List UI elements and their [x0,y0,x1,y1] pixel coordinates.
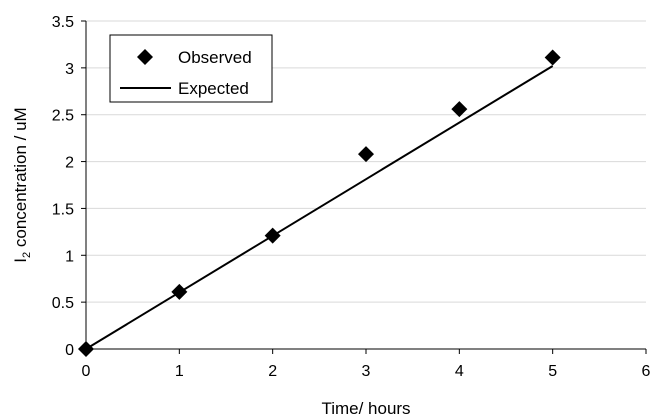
x-tick-label: 3 [362,363,371,380]
y-tick-label: 1.5 [52,201,74,218]
y-axis-title-main: I [11,258,30,263]
x-tick-label: 5 [548,363,557,380]
observed-point [78,341,94,357]
x-ticks: 0 1 2 3 4 5 6 [82,349,651,380]
observed-point [264,227,281,244]
x-axis-title: Time/ hours [321,399,410,418]
y-tick-label: 3 [65,61,74,78]
legend-expected-label: Expected [178,79,249,98]
expected-line [85,65,554,350]
y-tick-label: 2 [65,155,74,172]
x-tick-label: 4 [455,363,464,380]
x-tick-label: 0 [82,363,91,380]
x-tick-label: 6 [642,363,651,380]
x-tick-label: 1 [175,363,184,380]
y-axis-title: I2 concentration / uM [11,107,33,262]
plot-series [78,49,561,357]
observed-point [358,146,374,163]
observed-point [451,101,468,118]
y-axis-title-subscript: 2 [21,252,33,258]
y-tick-label: 0 [65,342,74,359]
legend-observed-label: Observed [178,48,252,67]
legend: Observed Expected [109,34,273,103]
y-tick-label: 2.5 [52,108,74,125]
observed-point [544,49,561,66]
x-tick-label: 2 [268,363,277,380]
legend-observed-marker [137,49,153,65]
legend-box [109,34,273,103]
y-tick-label: 1 [65,248,74,265]
observed-point [171,283,188,300]
y-ticks: 0 0.5 1 1.5 2 2.5 3 3.5 [52,14,86,359]
y-axis-title-rest: concentration / uM [11,107,30,252]
y-tick-label: 0.5 [52,295,74,312]
y-tick-label: 3.5 [52,14,74,31]
